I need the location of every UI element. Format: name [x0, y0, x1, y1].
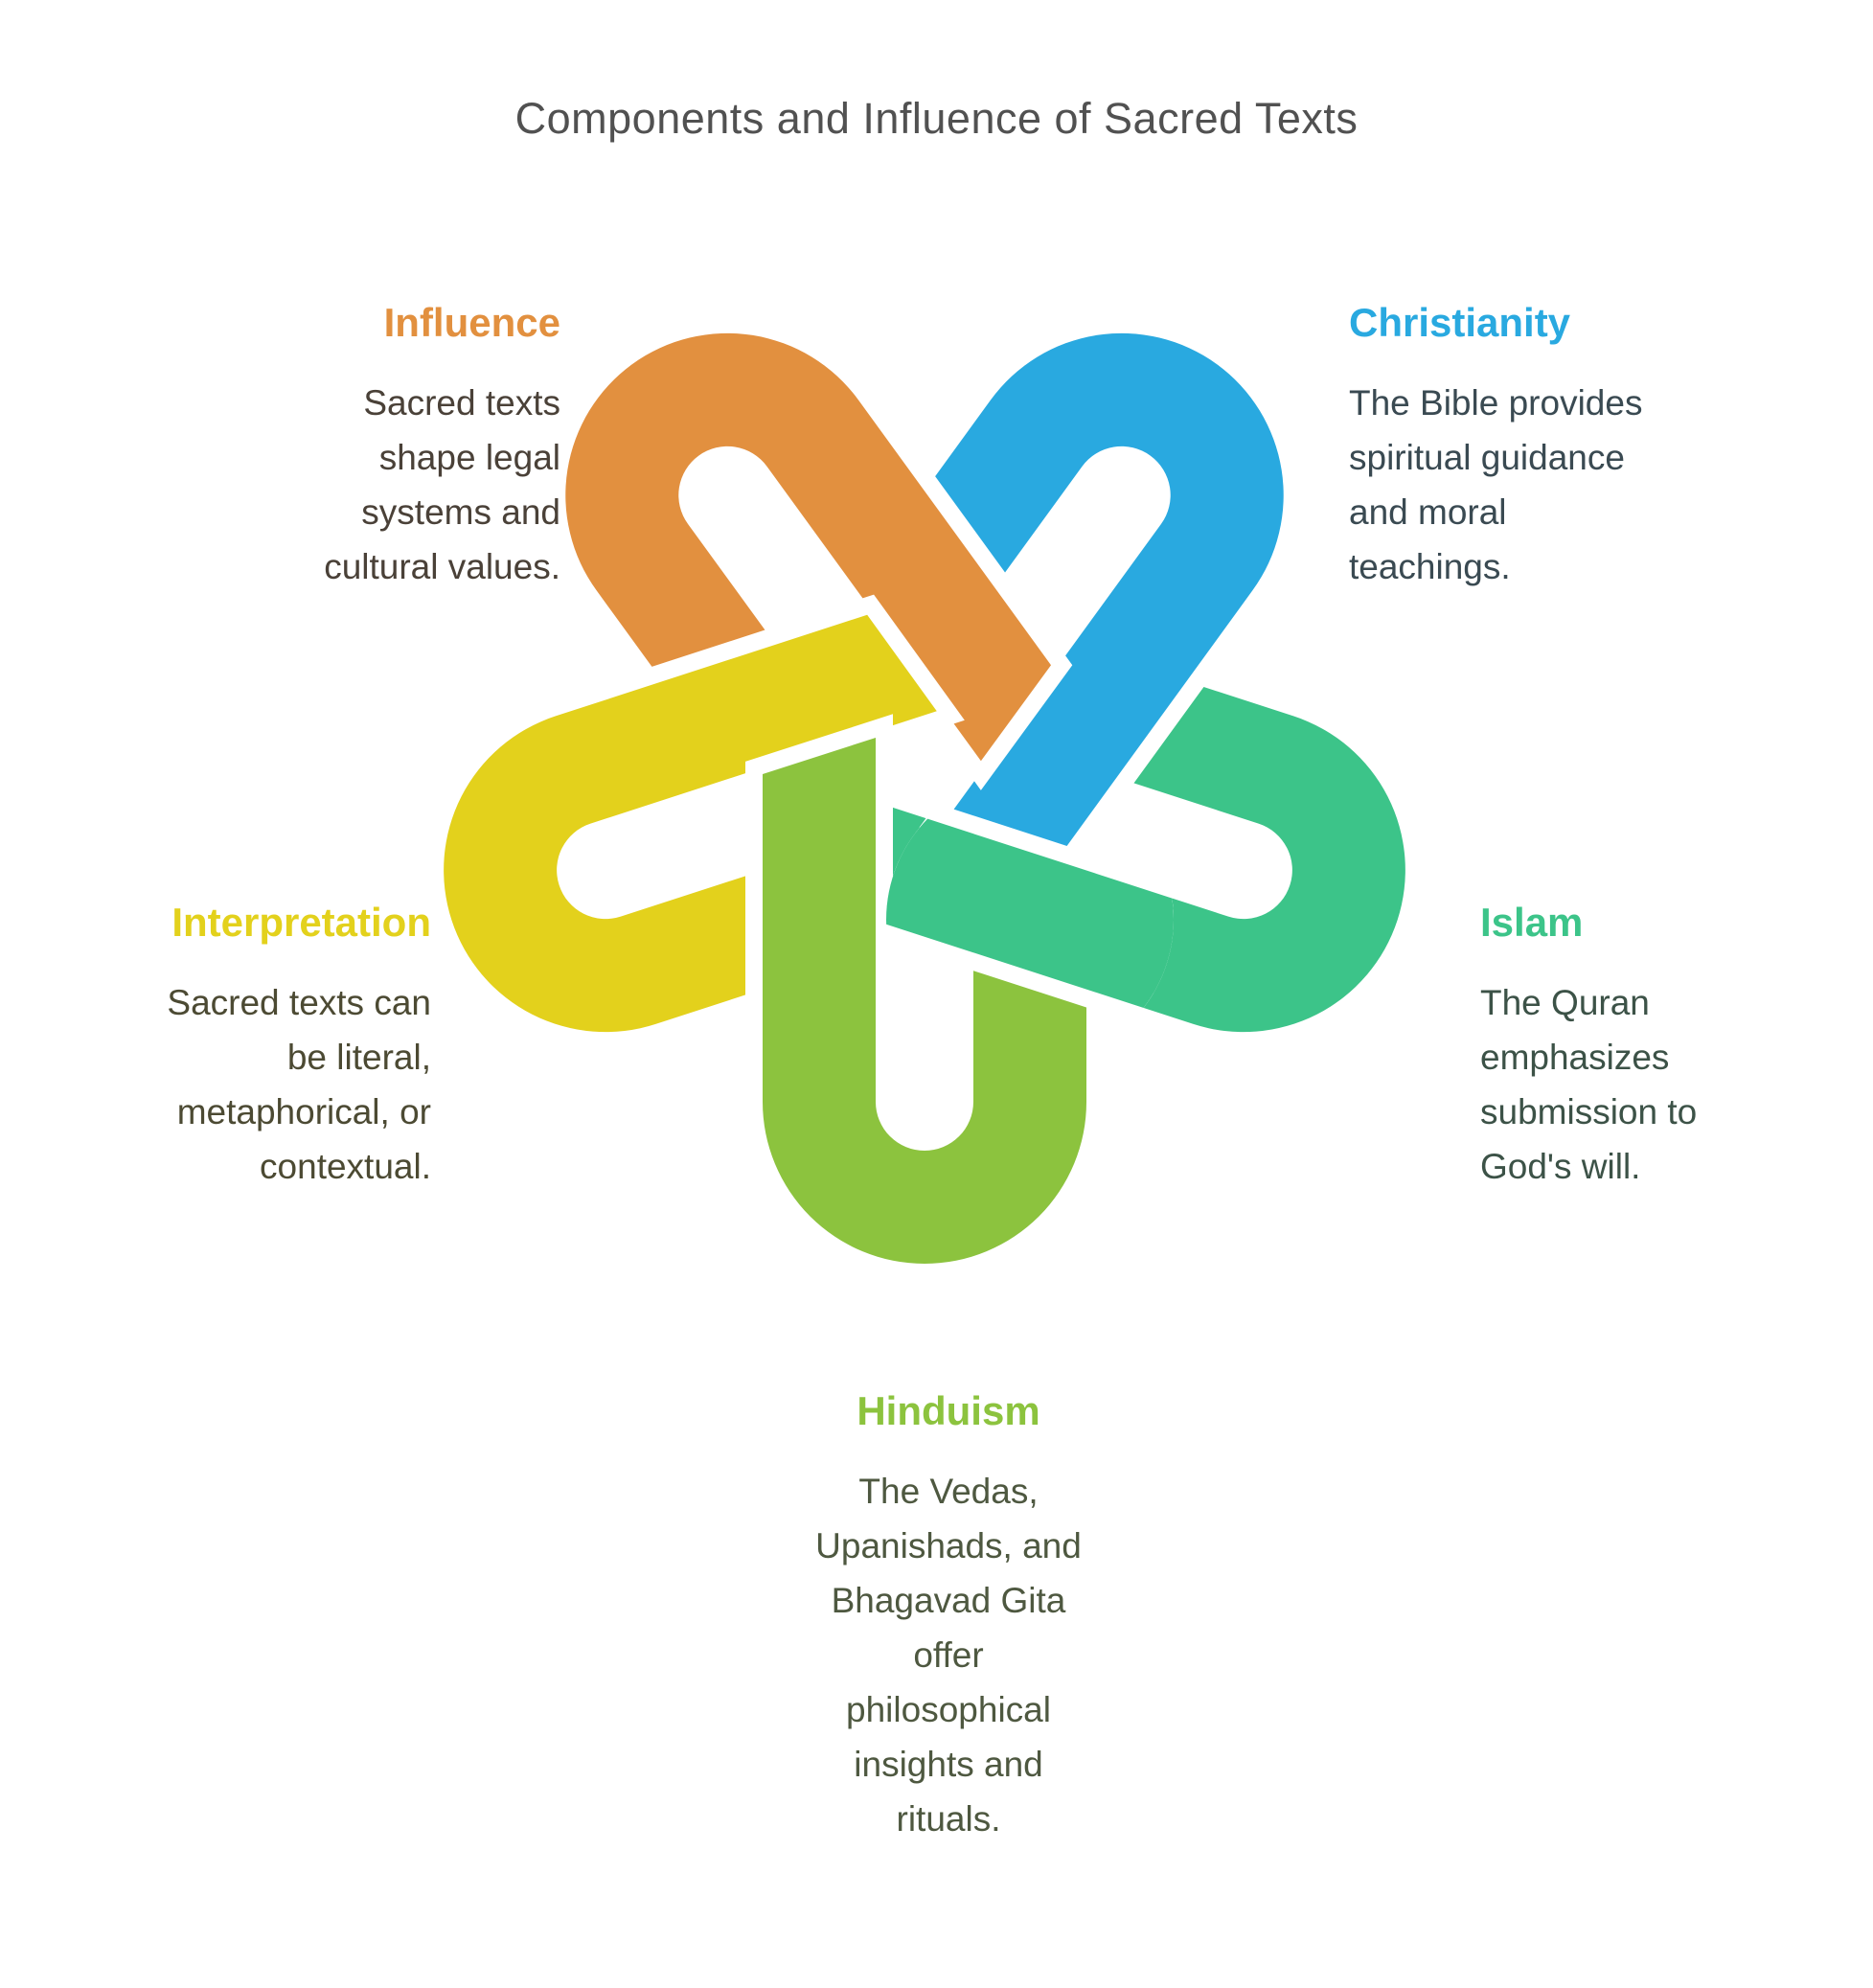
section-christianity-heading: Christianity: [1349, 300, 1571, 345]
section-hinduism: Hinduism The Vedas, Upanishads, and Bhag…: [726, 1387, 1171, 1846]
section-interpretation: Interpretation Sacred texts can be liter…: [0, 899, 431, 1194]
section-christianity: Christianity The Bible provides spiritua…: [1349, 299, 1799, 594]
section-hinduism-description: The Vedas, Upanishads, and Bhagavad Gita…: [815, 1472, 1082, 1839]
section-interpretation-description: Sacred texts can be literal, metaphorica…: [167, 983, 431, 1186]
section-christianity-description: The Bible provides spiritual guidance an…: [1349, 383, 1643, 586]
page-title: Components and Influence of Sacred Texts: [514, 94, 1359, 143]
section-influence-description: Sacred texts shape legal systems and cul…: [324, 383, 560, 586]
section-islam-description: The Quran emphasizes submission to God's…: [1480, 983, 1698, 1186]
section-islam: Islam The Quran emphasizes submission to…: [1480, 899, 1844, 1194]
section-hinduism-heading: Hinduism: [857, 1388, 1040, 1433]
section-islam-heading: Islam: [1480, 900, 1584, 945]
section-influence-heading: Influence: [383, 300, 560, 345]
section-interpretation-heading: Interpretation: [171, 900, 431, 945]
section-influence: Influence Sacred texts shape legal syste…: [110, 299, 560, 594]
